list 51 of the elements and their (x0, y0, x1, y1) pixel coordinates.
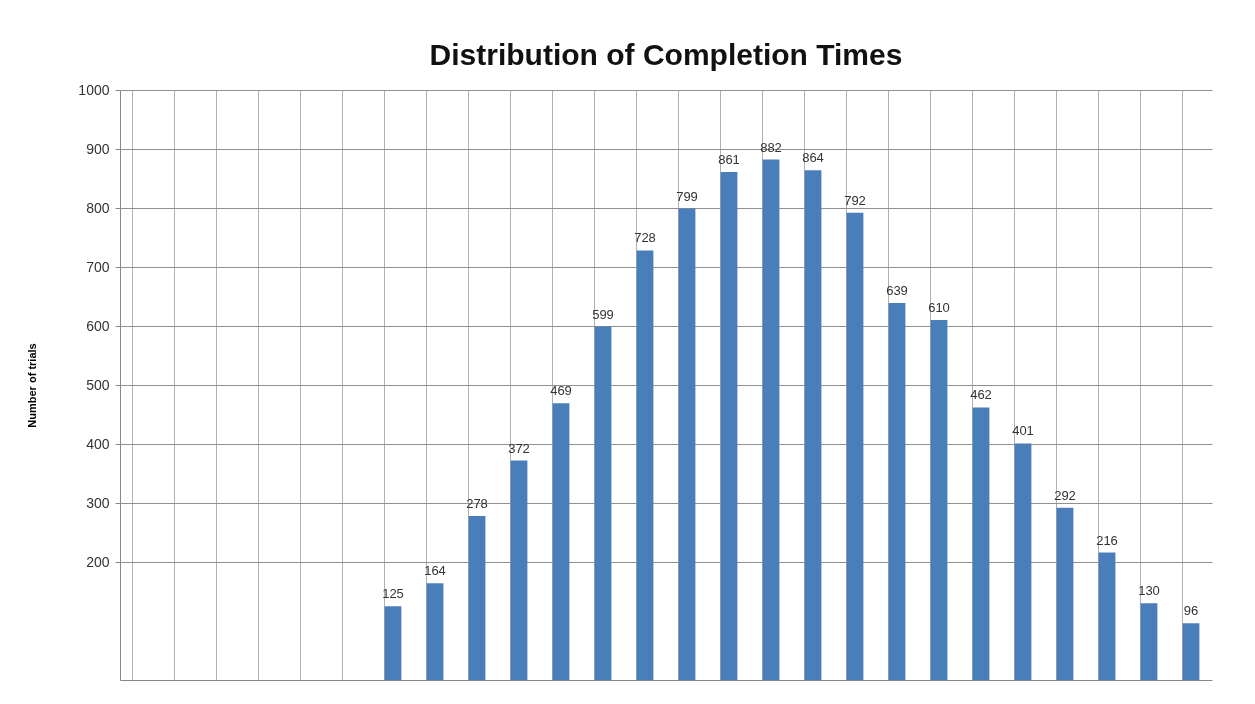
data-label: 164 (424, 563, 446, 579)
data-label: 462 (970, 387, 992, 403)
bar (552, 403, 570, 680)
bar (804, 170, 822, 680)
bar (846, 212, 864, 680)
bar (930, 320, 948, 680)
y-tick-label: 700 (86, 258, 110, 275)
bar (384, 606, 402, 680)
y-tick-label: 400 (86, 435, 110, 452)
data-label: 861 (718, 152, 740, 168)
bar (1056, 507, 1074, 680)
data-label: 372 (508, 440, 530, 456)
y-tick-label: 1000 (78, 81, 110, 98)
y-tick-label: 300 (86, 494, 110, 511)
bar (426, 583, 444, 680)
data-label: 639 (886, 282, 908, 298)
data-label: 469 (550, 383, 572, 399)
y-tick-label: 800 (86, 199, 110, 216)
y-axis-title: Number of trials (26, 343, 39, 428)
data-label: 125 (382, 586, 404, 602)
data-label: 792 (844, 192, 866, 208)
bar (678, 208, 696, 680)
bar (468, 515, 486, 680)
data-label: 882 (760, 139, 782, 155)
data-label: 610 (928, 300, 950, 316)
y-tick-label: 900 (86, 140, 110, 157)
bar (594, 326, 612, 680)
data-label: 728 (634, 230, 656, 246)
bar (888, 302, 906, 680)
data-label: 96 (1183, 603, 1199, 619)
bar (972, 407, 990, 680)
bar (510, 460, 528, 680)
bar (720, 172, 738, 680)
bar (636, 250, 654, 680)
data-label: 292 (1054, 487, 1076, 503)
bar (1140, 603, 1158, 680)
bar (1014, 443, 1032, 680)
y-tick-label: 200 (86, 553, 110, 570)
y-tick-label: 500 (86, 376, 110, 393)
bar (762, 159, 780, 680)
data-label: 130 (1138, 583, 1160, 599)
data-label: 799 (676, 188, 698, 204)
data-label: 278 (466, 495, 488, 511)
data-label: 216 (1096, 532, 1118, 548)
bar (1098, 552, 1116, 680)
y-tick-label: 600 (86, 317, 110, 334)
data-label: 401 (1012, 423, 1034, 439)
data-label: 599 (592, 306, 614, 322)
data-label: 864 (802, 150, 824, 166)
bar (1182, 623, 1200, 680)
chart-title: Distribution of Completion Times (429, 38, 903, 71)
